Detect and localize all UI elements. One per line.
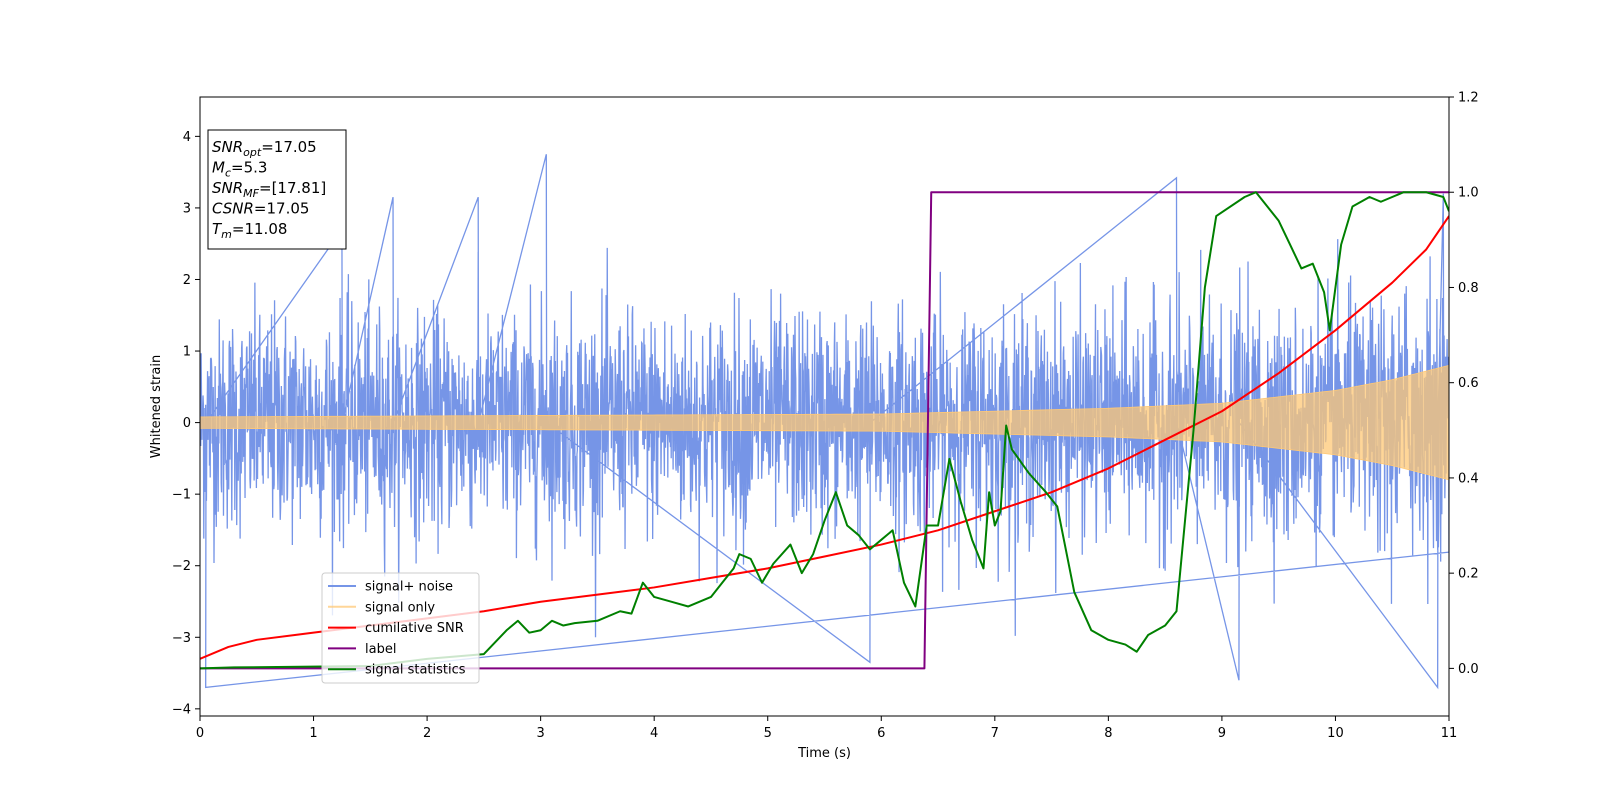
info-box-line: SNRopt=17.05	[212, 138, 317, 159]
y-left-tick-label: −2	[172, 559, 191, 574]
info-box: SNRopt=17.05Mc=5.3SNRMF=[17.81]CSNR=17.0…	[207, 129, 347, 250]
info-box-line: Mc=5.3	[212, 159, 267, 180]
y-right-tick-label: 1.2	[1458, 91, 1479, 106]
series-signal-noise-line	[200, 154, 1449, 690]
y-left-tick-label: 4	[183, 130, 191, 145]
info-box-line: SNRMF=[17.81]	[212, 179, 326, 200]
x-tick-label: 3	[536, 726, 544, 741]
x-tick-label: 7	[991, 726, 999, 741]
y-left-tick-label: 2	[183, 273, 191, 288]
y-right-tick-label: 0.6	[1458, 376, 1479, 391]
x-tick-label: 11	[1441, 726, 1458, 741]
y-left-tick-label: −4	[172, 702, 191, 717]
plot-frame	[199, 96, 1450, 717]
legend-label: signal+ noise	[365, 580, 453, 595]
ticks-layer: 0 1 2 3 4 5 6 7 8 9 10 11 −4 −3 −2 −1 0 1 2 3 4 0.0 0.2 0.4 0.6 0…	[172, 91, 1479, 742]
legend-label: signal only	[365, 600, 435, 615]
y-axis-label: Whitened strain	[149, 355, 164, 458]
x-tick-label: 9	[1218, 726, 1226, 741]
y-left-tick-label: −1	[172, 488, 191, 503]
y-right-tick-label: 0.0	[1458, 662, 1479, 677]
x-tick-label: 2	[423, 726, 431, 741]
legend-label: cumilative SNR	[365, 621, 464, 636]
info-box-line: CSNR=17.05	[212, 200, 309, 218]
series-label-line	[200, 191, 1449, 670]
x-tick-label: 8	[1104, 726, 1112, 741]
y-left-tick-label: −3	[172, 631, 191, 646]
series-signal-only-area	[200, 364, 1449, 481]
y-left-tick-label: 0	[183, 416, 191, 431]
y-right-tick-label: 0.8	[1458, 281, 1479, 296]
info-box-line: Tm=11.08	[212, 220, 287, 241]
y-left-tick-label: 1	[183, 345, 191, 360]
x-tick-label: 1	[309, 726, 317, 741]
y-left-tick-label: 3	[183, 201, 191, 216]
y-right-tick-label: 0.2	[1458, 567, 1479, 582]
x-axis-label: Time (s)	[797, 746, 851, 761]
info-box-frame	[207, 129, 347, 250]
y-right-tick-label: 1.0	[1458, 186, 1479, 201]
legend-frame	[321, 572, 480, 684]
y-right-tick-label: 0.4	[1458, 471, 1479, 486]
x-tick-label: 0	[196, 726, 204, 741]
legend-label: label	[365, 642, 396, 657]
x-tick-label: 5	[764, 726, 772, 741]
x-tick-label: 10	[1327, 726, 1344, 741]
legend: signal+ noise signal only cumilative SNR la…	[321, 572, 480, 684]
x-tick-label: 4	[650, 726, 658, 741]
series-signal-statistics-line	[200, 191, 1449, 670]
x-tick-label: 6	[877, 726, 885, 741]
legend-label: signal statistics	[365, 663, 466, 678]
